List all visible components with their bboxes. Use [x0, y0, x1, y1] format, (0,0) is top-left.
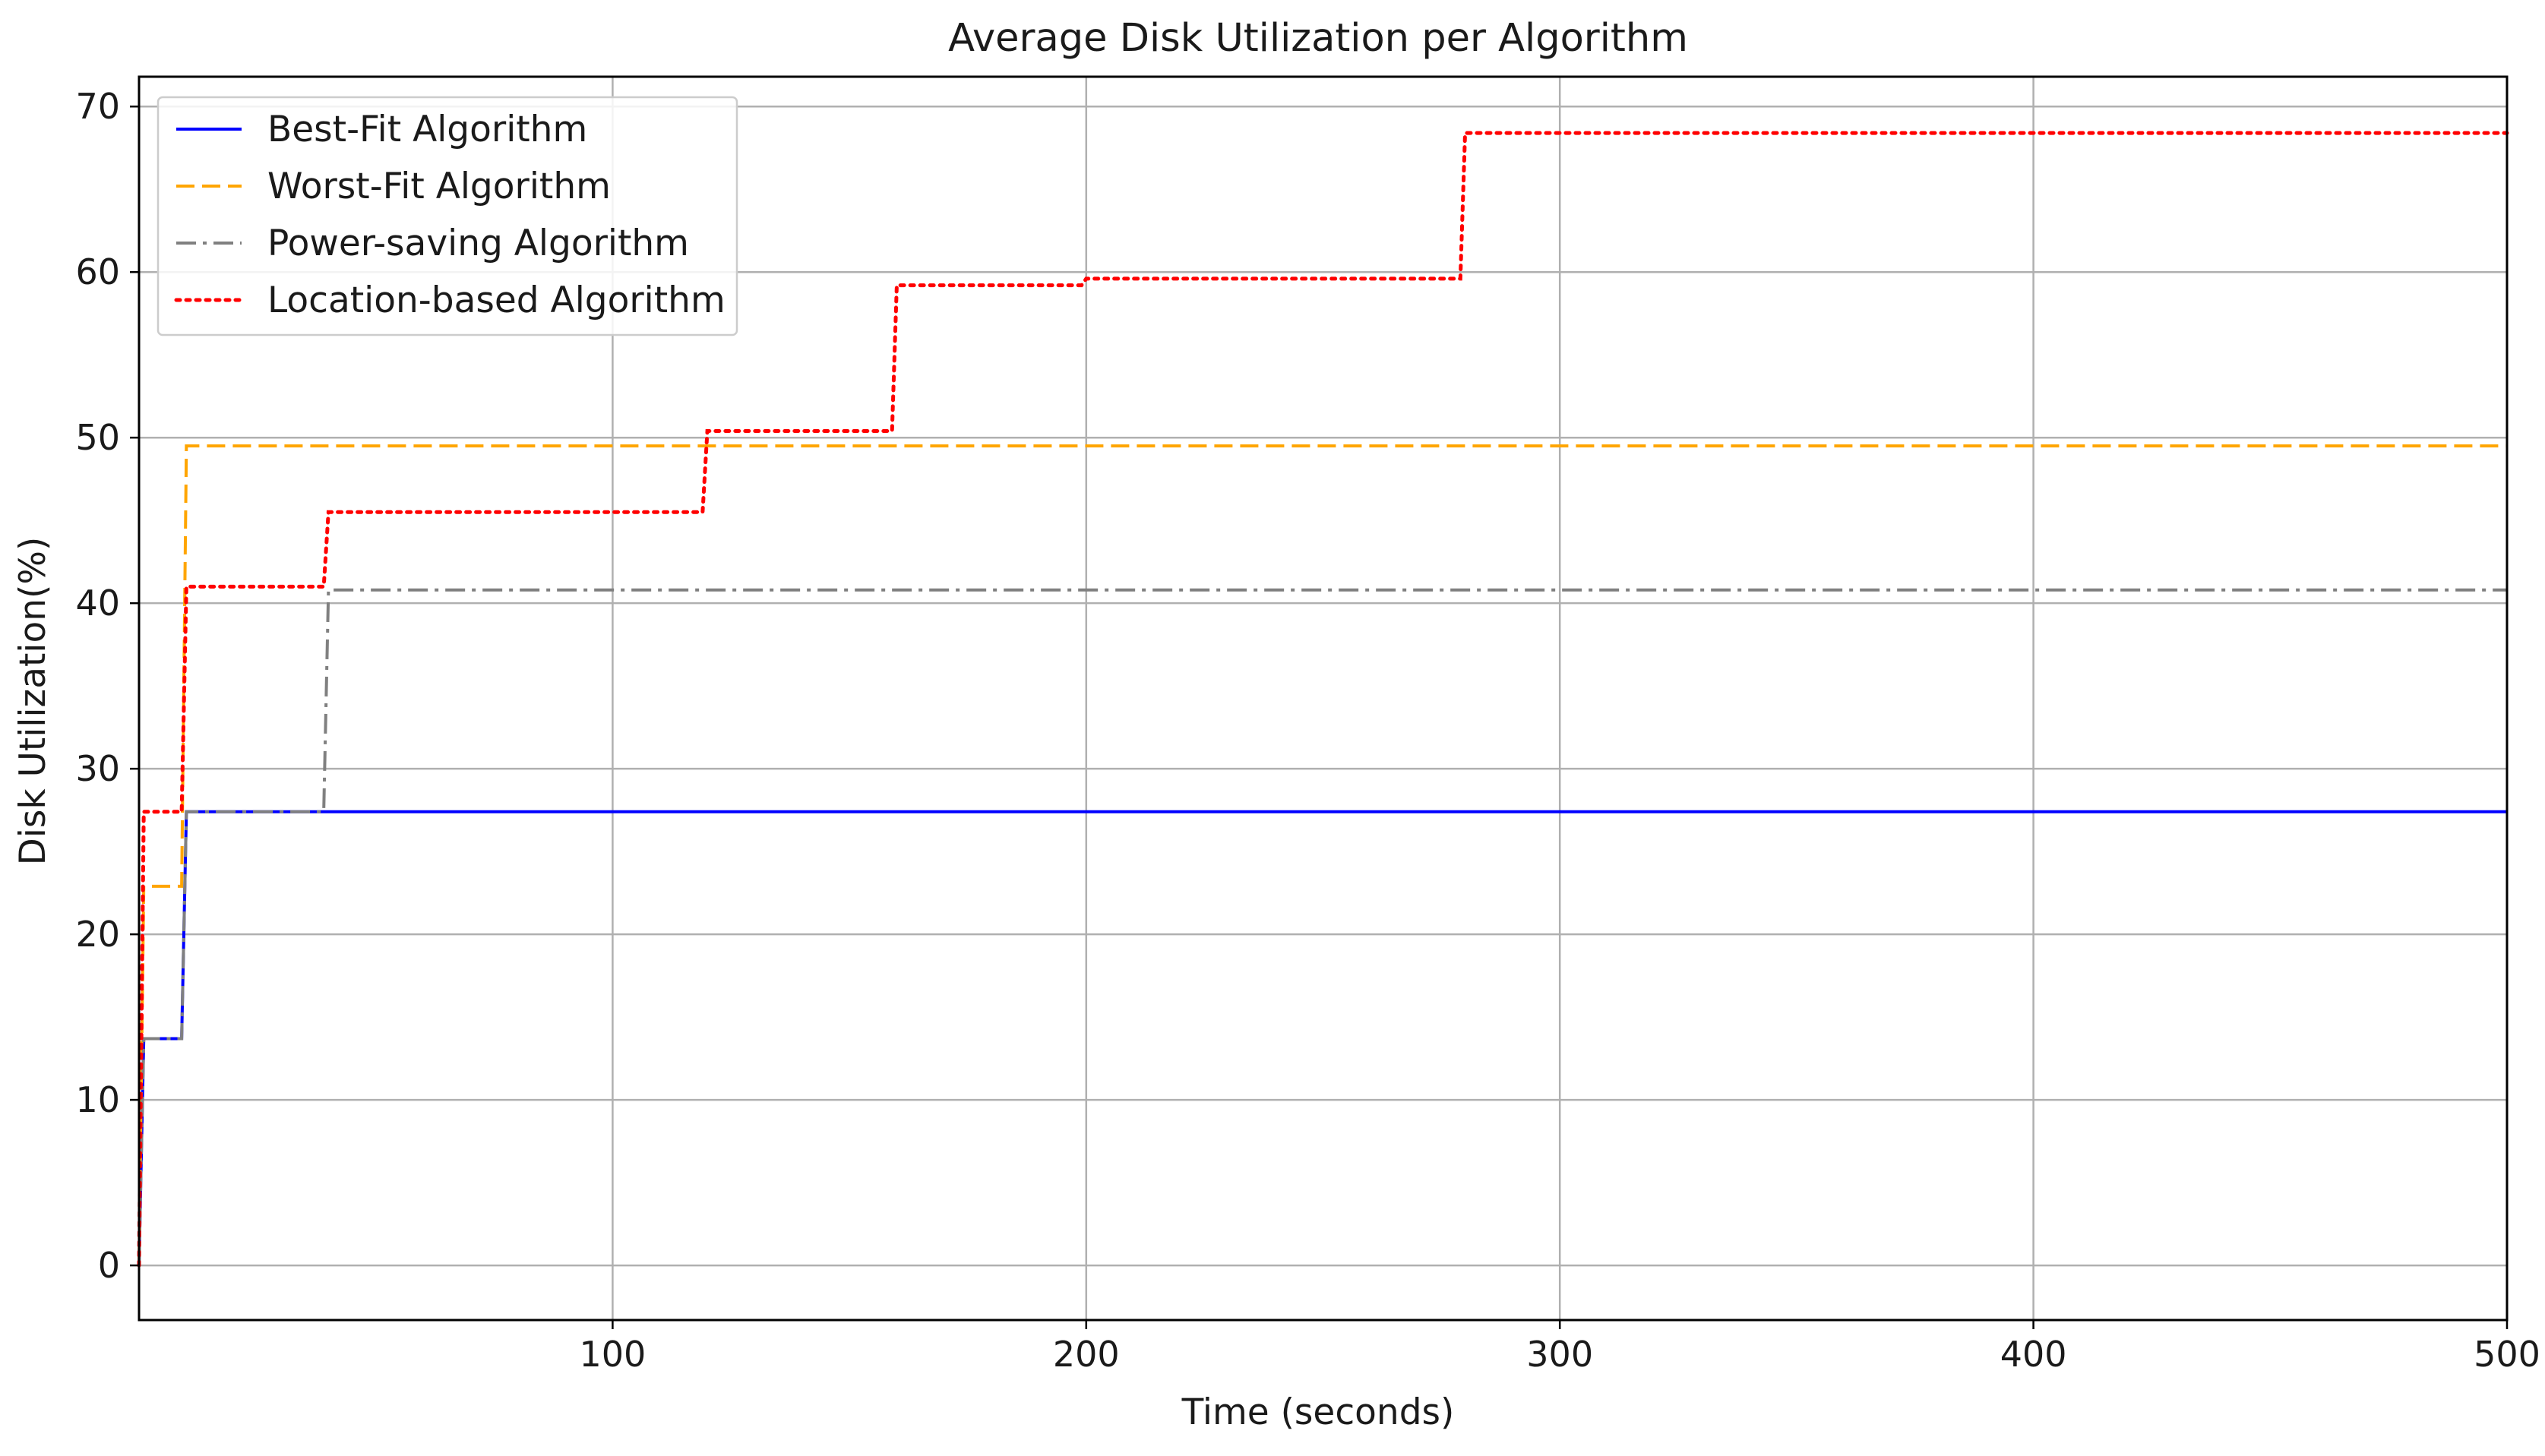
x-tick-label: 200 [1053, 1334, 1120, 1375]
legend: Best-Fit Algorithm Worst-Fit Algorithm Pow… [156, 96, 738, 336]
y-tick-label: 60 [75, 251, 120, 292]
y-axis-label: Disk Utilization(%) [12, 537, 54, 866]
legend-label-1: Best-Fit Algorithm [267, 109, 587, 150]
y-tick-label: 0 [98, 1245, 120, 1286]
legend-label-4: Location-based Algorithm [267, 280, 726, 321]
x-tick-label: 100 [579, 1334, 646, 1375]
y-tick-label: 20 [75, 914, 120, 955]
plot-frame [138, 75, 2509, 1322]
y-tick-label: 70 [75, 86, 120, 127]
y-tick-label: 30 [75, 748, 120, 789]
series-line-3 [138, 588, 2507, 1266]
legend-label-3: Power-saving Algorithm [267, 223, 689, 264]
chart-title: Average Disk Utilization per Algorithm [948, 16, 1688, 61]
x-tick-label: 300 [1526, 1334, 1593, 1375]
legend-box [156, 96, 738, 336]
x-axis-label: Time (seconds) [1181, 1391, 1455, 1433]
series-group [137, 131, 2509, 1268]
x-tick-label: 500 [2474, 1334, 2540, 1375]
x-tick-label: 400 [2000, 1334, 2067, 1375]
y-tick-label: 10 [75, 1079, 120, 1120]
y-tick-label: 50 [75, 417, 120, 458]
series-line-2 [138, 444, 2507, 1266]
legend-label-2: Worst-Fit Algorithm [267, 166, 611, 207]
series-line-4 [137, 131, 2509, 1268]
grid [139, 77, 2509, 1320]
y-tick-label: 40 [75, 583, 120, 624]
axis-ticks: 100 200 300 400 500 0 10 20 30 40 50 60 70 [75, 86, 2540, 1375]
